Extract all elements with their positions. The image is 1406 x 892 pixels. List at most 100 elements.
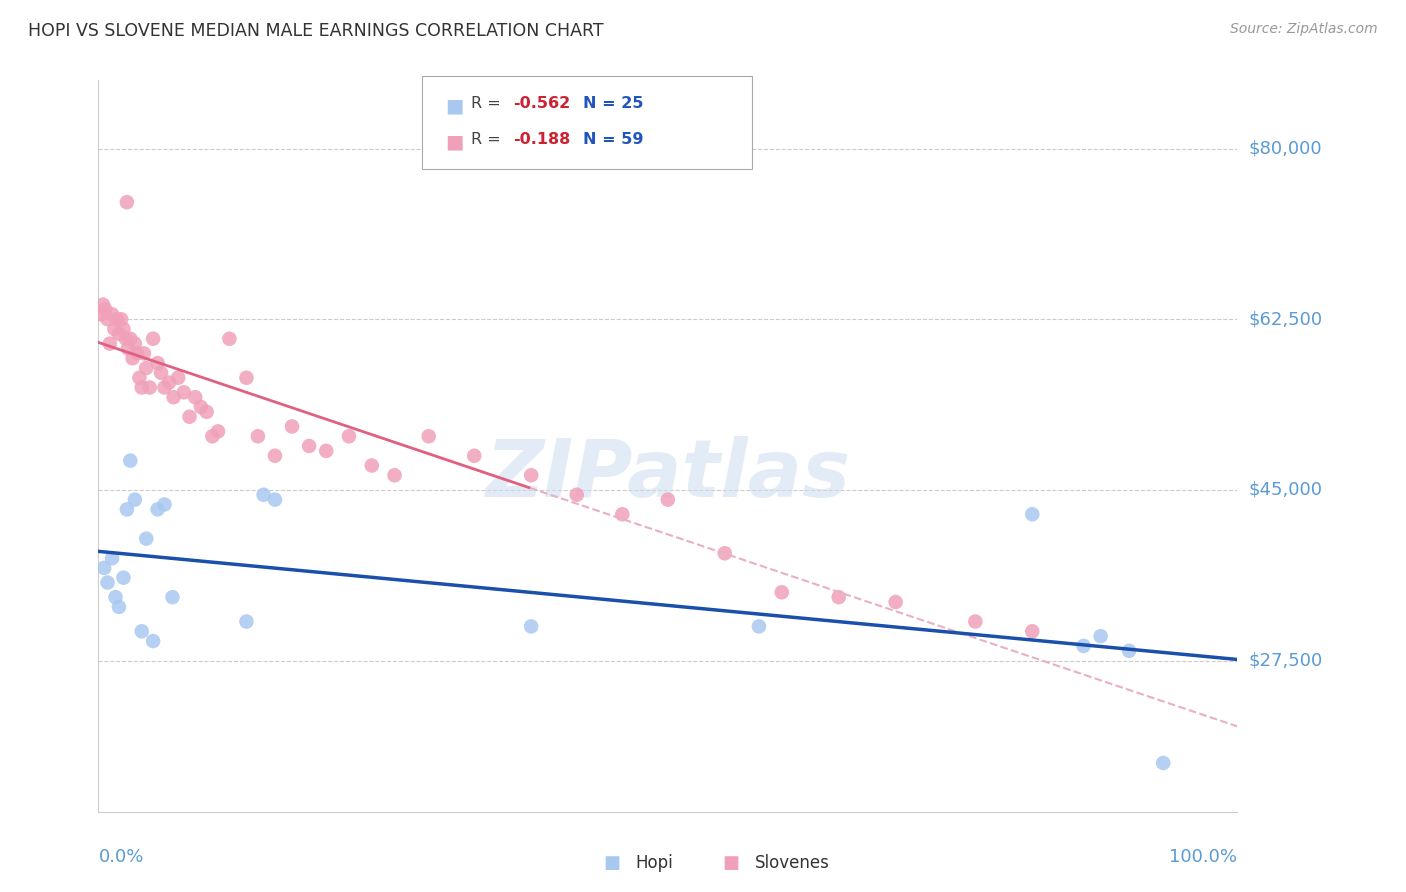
- Point: [94, 302, 117, 317]
- Point: [110, 312, 132, 326]
- Point: [264, 449, 287, 463]
- Point: [520, 619, 543, 633]
- Text: HOPI VS SLOVENE MEDIAN MALE EARNINGS CORRELATION CHART: HOPI VS SLOVENE MEDIAN MALE EARNINGS COR…: [28, 22, 603, 40]
- Point: [115, 502, 138, 516]
- Text: ■: ■: [446, 132, 464, 151]
- Text: $27,500: $27,500: [1249, 651, 1323, 670]
- Point: [135, 532, 157, 546]
- Point: [281, 419, 304, 434]
- Point: [142, 634, 165, 648]
- Point: [142, 332, 165, 346]
- Point: [120, 332, 142, 346]
- Point: [112, 322, 135, 336]
- Point: [120, 453, 142, 467]
- Point: [252, 488, 274, 502]
- Point: [315, 443, 337, 458]
- Point: [162, 590, 184, 604]
- Text: R =: R =: [471, 96, 506, 112]
- Point: [235, 370, 257, 384]
- Point: [93, 561, 115, 575]
- Point: [98, 336, 121, 351]
- Point: [127, 346, 149, 360]
- Point: [1021, 508, 1043, 522]
- Point: [1021, 624, 1043, 639]
- Point: [167, 370, 190, 384]
- Text: Slovenes: Slovenes: [755, 855, 830, 872]
- Point: [520, 468, 543, 483]
- Text: Hopi: Hopi: [636, 855, 673, 872]
- Point: [714, 546, 737, 560]
- Point: [114, 332, 136, 346]
- Point: [190, 400, 212, 414]
- Text: ZIPatlas: ZIPatlas: [485, 436, 851, 515]
- Text: -0.562: -0.562: [513, 96, 571, 112]
- Point: [132, 346, 155, 360]
- Point: [90, 307, 112, 321]
- Text: N = 59: N = 59: [583, 132, 644, 147]
- Point: [235, 615, 257, 629]
- Point: [173, 385, 195, 400]
- Point: [463, 449, 485, 463]
- Text: N = 25: N = 25: [583, 96, 644, 112]
- Point: [965, 615, 987, 629]
- Point: [153, 380, 176, 394]
- Text: Source: ZipAtlas.com: Source: ZipAtlas.com: [1230, 22, 1378, 37]
- Point: [162, 390, 184, 404]
- Point: [124, 336, 146, 351]
- Point: [124, 492, 146, 507]
- Point: [101, 551, 124, 566]
- Point: [828, 590, 851, 604]
- Point: [1090, 629, 1112, 643]
- Point: [146, 502, 169, 516]
- Point: [96, 575, 118, 590]
- Point: [207, 425, 229, 439]
- Point: [770, 585, 793, 599]
- Point: [157, 376, 180, 390]
- Point: [146, 356, 169, 370]
- Point: [115, 195, 138, 210]
- Point: [1118, 644, 1140, 658]
- Text: $80,000: $80,000: [1249, 139, 1322, 158]
- Text: ■: ■: [603, 855, 620, 872]
- Point: [101, 307, 124, 321]
- Point: [612, 508, 634, 522]
- Point: [384, 468, 406, 483]
- Text: $45,000: $45,000: [1249, 481, 1323, 499]
- Point: [179, 409, 201, 424]
- Text: 100.0%: 100.0%: [1170, 848, 1237, 866]
- Point: [184, 390, 207, 404]
- Point: [105, 312, 128, 326]
- Point: [96, 312, 118, 326]
- Point: [108, 326, 131, 341]
- Point: [91, 297, 114, 311]
- Point: [150, 366, 173, 380]
- Text: ■: ■: [446, 96, 464, 115]
- Point: [103, 322, 125, 336]
- Point: [128, 370, 150, 384]
- Point: [565, 488, 588, 502]
- Text: ■: ■: [723, 855, 740, 872]
- Text: -0.188: -0.188: [513, 132, 571, 147]
- Point: [108, 599, 131, 614]
- Point: [195, 405, 218, 419]
- Text: $62,500: $62,500: [1249, 310, 1323, 328]
- Point: [131, 624, 153, 639]
- Text: R =: R =: [471, 132, 506, 147]
- Point: [337, 429, 360, 443]
- Point: [1152, 756, 1174, 770]
- Point: [112, 571, 135, 585]
- Point: [104, 590, 127, 604]
- Point: [131, 380, 153, 394]
- Point: [201, 429, 224, 443]
- Point: [218, 332, 240, 346]
- Point: [360, 458, 382, 473]
- Point: [138, 380, 160, 394]
- Text: 0.0%: 0.0%: [98, 848, 143, 866]
- Point: [884, 595, 907, 609]
- Point: [298, 439, 321, 453]
- Point: [117, 342, 139, 356]
- Point: [657, 492, 679, 507]
- Point: [153, 498, 176, 512]
- Point: [135, 361, 157, 376]
- Point: [246, 429, 269, 443]
